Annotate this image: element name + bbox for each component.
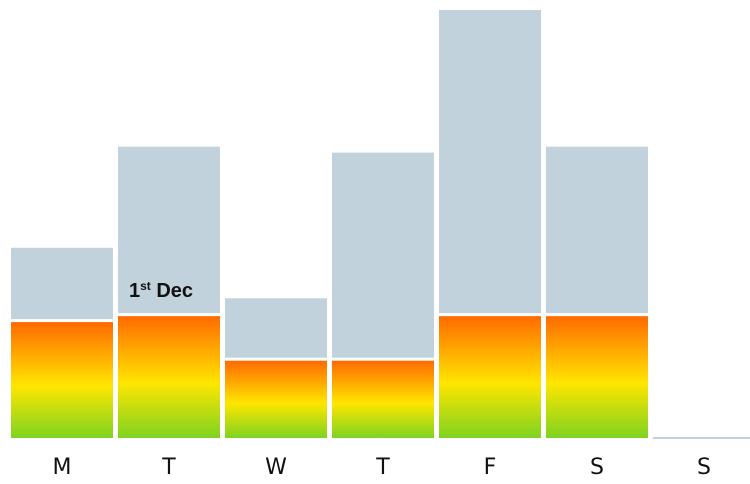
bar-lower-0: [11, 322, 113, 438]
day-label-3: T: [375, 455, 390, 480]
annotation-main: 1: [129, 280, 140, 302]
bar-lower-4: [439, 316, 541, 438]
day-label-1: T: [161, 455, 176, 480]
day-label-6: S: [697, 455, 711, 480]
day-label-0: M: [53, 455, 72, 480]
bar-lower-5: [546, 316, 648, 438]
day-label-4: F: [484, 455, 497, 480]
bar-lower-2: [225, 360, 327, 438]
bar-upper-2: [225, 298, 327, 358]
bar-upper-3: [332, 152, 434, 358]
bar-upper-1: [118, 146, 220, 314]
annotation-sup: st: [140, 279, 151, 293]
day-label-2: W: [265, 455, 287, 480]
bar-lower-1: [118, 316, 220, 438]
bar-lower-3: [332, 360, 434, 438]
annotation-rest: Dec: [151, 280, 193, 302]
day-label-5: S: [590, 455, 604, 480]
bar-annotation: 1st Dec: [129, 279, 193, 302]
bar-upper-5: [546, 146, 648, 314]
bar-upper-0: [11, 247, 113, 320]
bar-upper-4: [439, 9, 541, 314]
bars-group: [11, 9, 648, 438]
